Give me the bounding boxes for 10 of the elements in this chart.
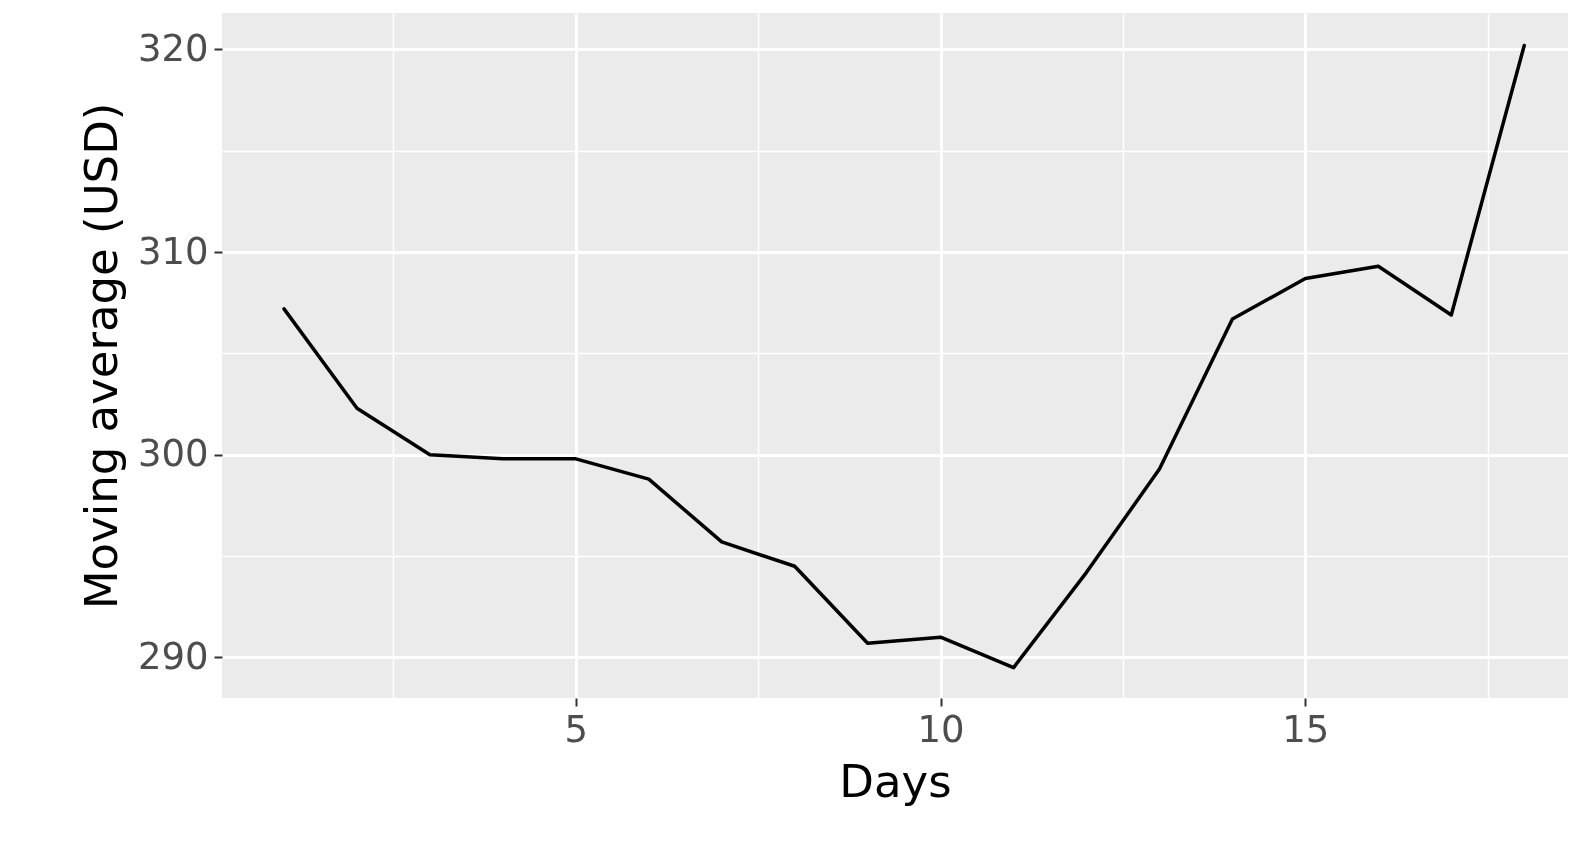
- x-tick-label: 5: [564, 707, 589, 751]
- y-tick-label: 320: [137, 26, 209, 70]
- y-tick-label: 310: [137, 229, 209, 273]
- y-tick-label: 300: [137, 432, 209, 476]
- y-axis-title: Moving average (USD): [74, 102, 128, 610]
- line-series: [282, 43, 1526, 670]
- y-tick-label: 290: [137, 634, 209, 678]
- x-tick-label: 15: [1282, 707, 1330, 751]
- x-tick-label: 10: [917, 707, 965, 751]
- x-axis-title: Days: [839, 754, 952, 808]
